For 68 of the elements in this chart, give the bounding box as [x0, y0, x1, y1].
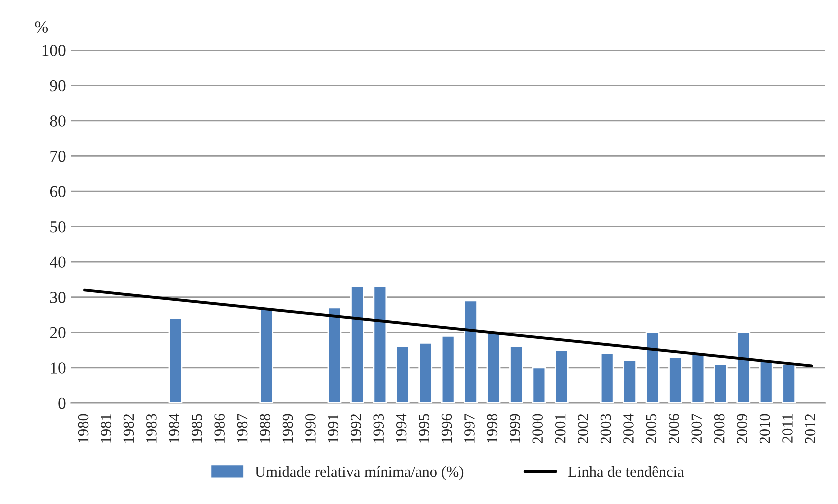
- x-tick-label: 1984: [169, 414, 180, 443]
- x-tick-label: 1995: [419, 414, 430, 443]
- x-tick-label: 2006: [669, 414, 680, 444]
- y-tick-label: 0: [58, 398, 66, 410]
- x-tick-label: 1981: [101, 414, 112, 443]
- y-tick-label: 60: [50, 186, 66, 198]
- x-tick-label: 1991: [328, 414, 339, 443]
- x-tick-label: 1983: [146, 414, 157, 443]
- x-tick-label: 1985: [192, 414, 202, 443]
- x-tick-label: 2009: [737, 414, 748, 444]
- bar: [441, 335, 456, 404]
- bar: [759, 360, 774, 404]
- bar: [600, 353, 614, 404]
- bar: [418, 342, 433, 404]
- x-tick-label: 2000: [532, 414, 544, 444]
- x-tick-label: 1993: [374, 414, 384, 443]
- y-tick-label: 100: [42, 45, 66, 56]
- y-tick-label: 80: [50, 116, 66, 127]
- x-tick-label: 1980: [78, 414, 89, 443]
- x-tick-label: 1987: [237, 414, 248, 443]
- y-axis-title: %: [35, 22, 48, 33]
- x-tick-label: 2012: [805, 414, 816, 444]
- bar: [623, 360, 638, 404]
- x-tick-label: 2010: [760, 414, 770, 444]
- bar: [396, 346, 410, 404]
- x-tick-label: 1988: [260, 414, 270, 443]
- bar: [736, 332, 751, 404]
- x-tick-label: 1998: [487, 414, 498, 443]
- x-tick-label: 1996: [442, 414, 452, 443]
- bar: [554, 350, 569, 404]
- x-tick-label: 1997: [464, 414, 475, 443]
- x-tick-label: 1994: [396, 414, 407, 443]
- bar: [350, 286, 364, 404]
- y-tick-label: 70: [50, 150, 66, 162]
- x-tick-label: 2005: [646, 414, 657, 444]
- x-tick-label: 1992: [351, 414, 362, 443]
- x-tick-label: 2001: [555, 414, 566, 444]
- x-tick-label: 2003: [600, 414, 612, 444]
- bar: [486, 332, 501, 404]
- bar: [668, 356, 682, 404]
- bar: [510, 346, 524, 404]
- y-tick-label: 90: [50, 80, 66, 92]
- legend-label: Umidade relativa mínima/ano (%): [255, 466, 464, 480]
- x-tick-label: 2004: [624, 414, 634, 444]
- bar: [532, 367, 546, 404]
- bar: [646, 332, 660, 404]
- y-tick-label: 20: [50, 327, 66, 339]
- x-tick-label: 2011: [782, 414, 793, 443]
- legend-label: Linha de tendência: [568, 466, 684, 478]
- x-tick-label: 1982: [124, 414, 134, 443]
- bar: [464, 300, 478, 404]
- bar: [714, 364, 728, 404]
- bar: [168, 318, 183, 404]
- x-tick-label: 2008: [714, 414, 725, 444]
- bar: [328, 307, 342, 404]
- x-tick-label: 1986: [214, 414, 225, 443]
- x-tick-label: 1999: [510, 414, 520, 443]
- y-tick-label: 40: [50, 256, 66, 268]
- bar: [691, 353, 706, 404]
- bar: [782, 364, 796, 404]
- x-tick-label: 2002: [578, 414, 588, 444]
- x-tick-label: 1990: [306, 414, 316, 443]
- bar: [373, 286, 388, 404]
- y-tick-label: 10: [51, 362, 66, 374]
- x-tick-label: 1989: [282, 414, 294, 443]
- y-tick-label: 30: [50, 292, 66, 304]
- x-tick-label: 2007: [692, 414, 702, 444]
- y-tick-label: 50: [50, 222, 66, 233]
